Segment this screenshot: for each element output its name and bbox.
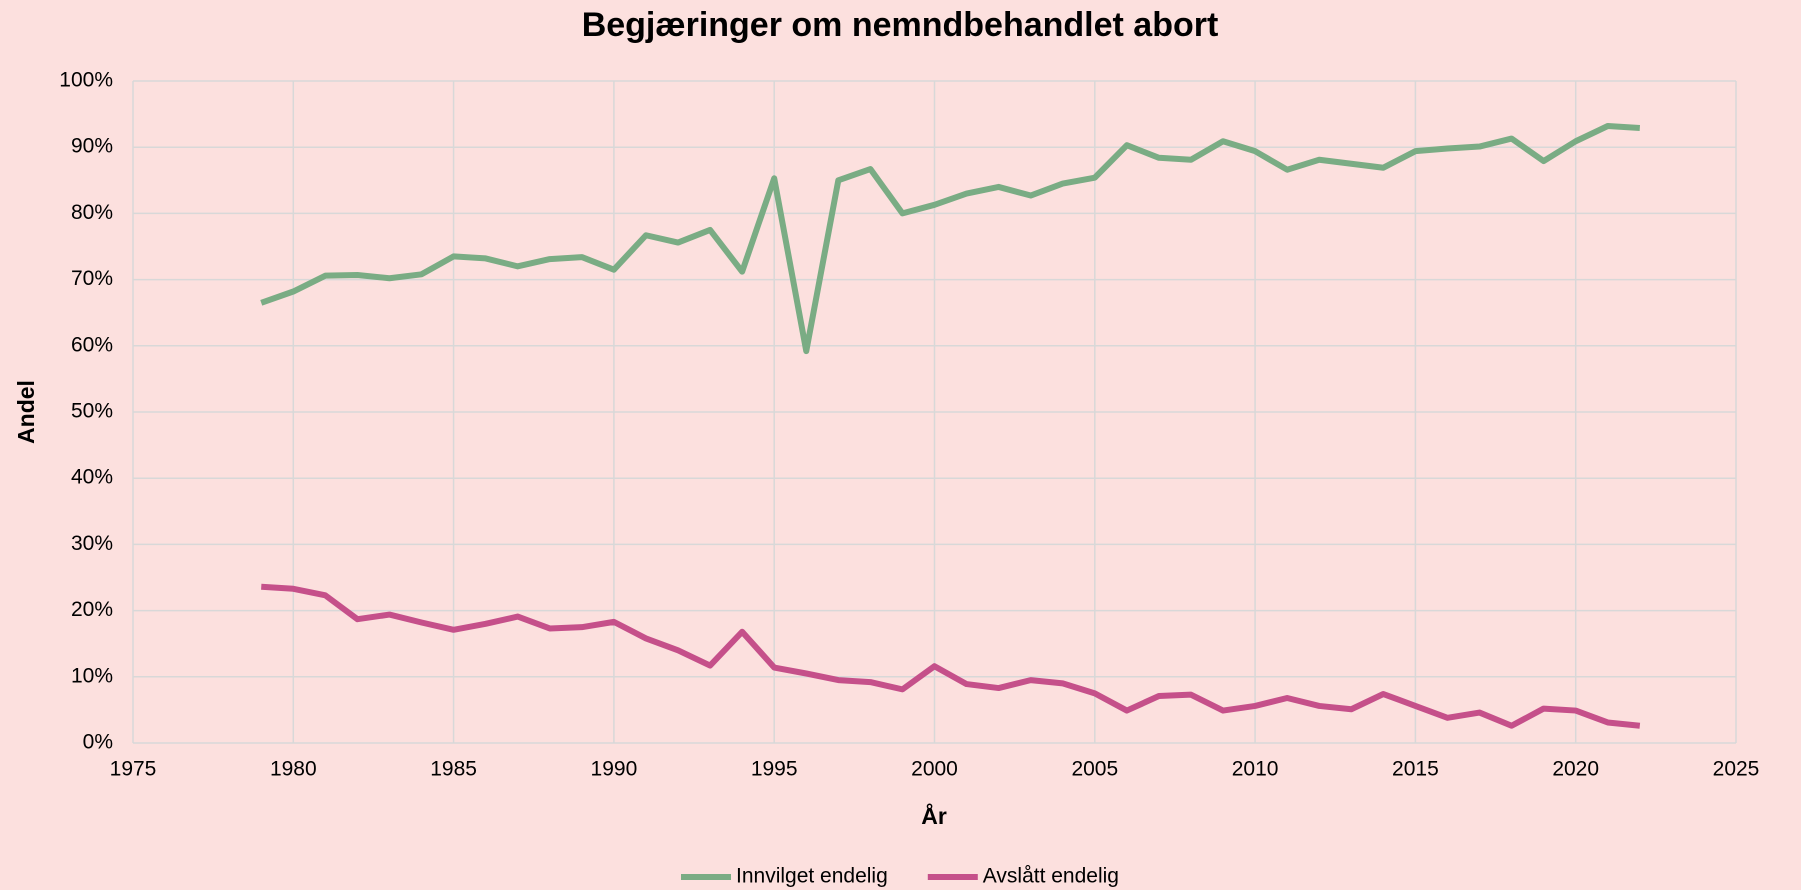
y-tick-label: 50%: [71, 400, 113, 423]
x-tick-label: 2015: [1392, 758, 1439, 781]
chart-title: Begjæringer om nemndbehandlet abort: [582, 6, 1219, 44]
x-axis-title: År: [921, 802, 947, 829]
y-tick-label: 30%: [71, 532, 113, 555]
y-tick-label: 10%: [71, 664, 113, 687]
legend-label: Avslått endelig: [983, 865, 1119, 888]
x-tick-label: 2000: [911, 758, 958, 781]
series-line: [260, 123, 1641, 355]
y-tick-label: 100%: [59, 69, 113, 92]
x-tick-label: 2005: [1071, 758, 1118, 781]
y-tick-label: 40%: [71, 466, 113, 489]
x-tick-label: 1975: [110, 758, 157, 781]
x-tick-label: 1980: [270, 758, 317, 781]
y-tick-label: 60%: [71, 333, 113, 356]
legend-label: Innvilget endelig: [736, 865, 888, 888]
series-line: [261, 583, 1641, 729]
y-tick-label: 0%: [83, 731, 113, 754]
x-tick-label: 2020: [1552, 758, 1599, 781]
x-tick-label: 2010: [1232, 758, 1279, 781]
x-tick-label: 1990: [591, 758, 638, 781]
y-tick-label: 70%: [71, 267, 113, 290]
y-tick-label: 90%: [71, 135, 113, 158]
y-axis-title: Andel: [13, 380, 39, 444]
x-tick-label: 1995: [751, 758, 798, 781]
x-tick-label: 1985: [430, 758, 477, 781]
y-tick-label: 20%: [71, 598, 113, 621]
x-tick-label: 2025: [1713, 758, 1760, 781]
y-tick-label: 80%: [71, 201, 113, 224]
